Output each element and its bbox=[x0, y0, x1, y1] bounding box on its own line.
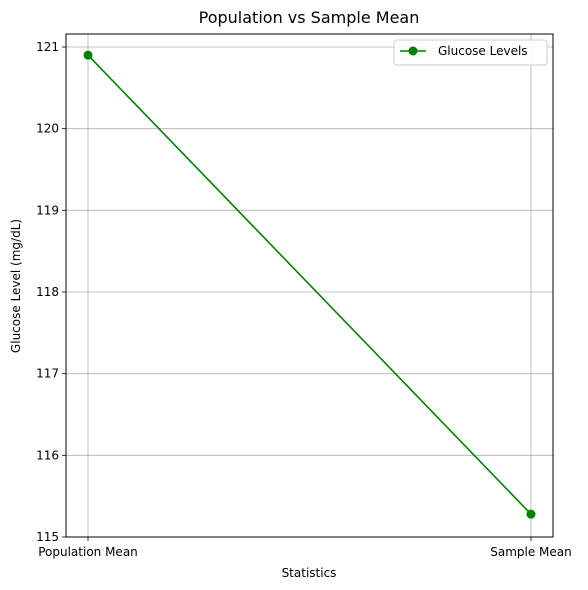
legend: Glucose Levels bbox=[393, 39, 548, 66]
data-point bbox=[83, 50, 93, 60]
x-axis: Population Mean Sample Mean bbox=[38, 537, 572, 559]
y-axis: 115 116 117 118 119 120 121 bbox=[36, 40, 66, 544]
y-tick-label: 120 bbox=[36, 122, 59, 136]
x-tick-label: Population Mean bbox=[38, 545, 138, 559]
x-axis-title: Statistics bbox=[282, 566, 337, 580]
y-tick-label: 118 bbox=[36, 285, 59, 299]
series-group bbox=[83, 50, 536, 519]
y-axis-title: Glucose Level (mg/dL) bbox=[9, 219, 23, 353]
x-tick-label: Sample Mean bbox=[490, 545, 572, 559]
legend-box bbox=[393, 39, 548, 66]
data-point bbox=[526, 509, 536, 519]
chart-title: Population vs Sample Mean bbox=[199, 8, 420, 27]
plot-area-frame bbox=[65, 33, 554, 538]
series-line-glucose-levels bbox=[87, 54, 532, 515]
legend-label-glucose-levels: Glucose Levels bbox=[438, 44, 528, 58]
y-tick-label: 117 bbox=[36, 367, 59, 381]
legend-marker-sample bbox=[408, 46, 418, 56]
y-tick-label: 121 bbox=[36, 40, 59, 54]
y-tick-label: 116 bbox=[36, 448, 59, 462]
y-tick-label: 115 bbox=[36, 530, 59, 544]
y-tick-label: 119 bbox=[36, 203, 59, 217]
